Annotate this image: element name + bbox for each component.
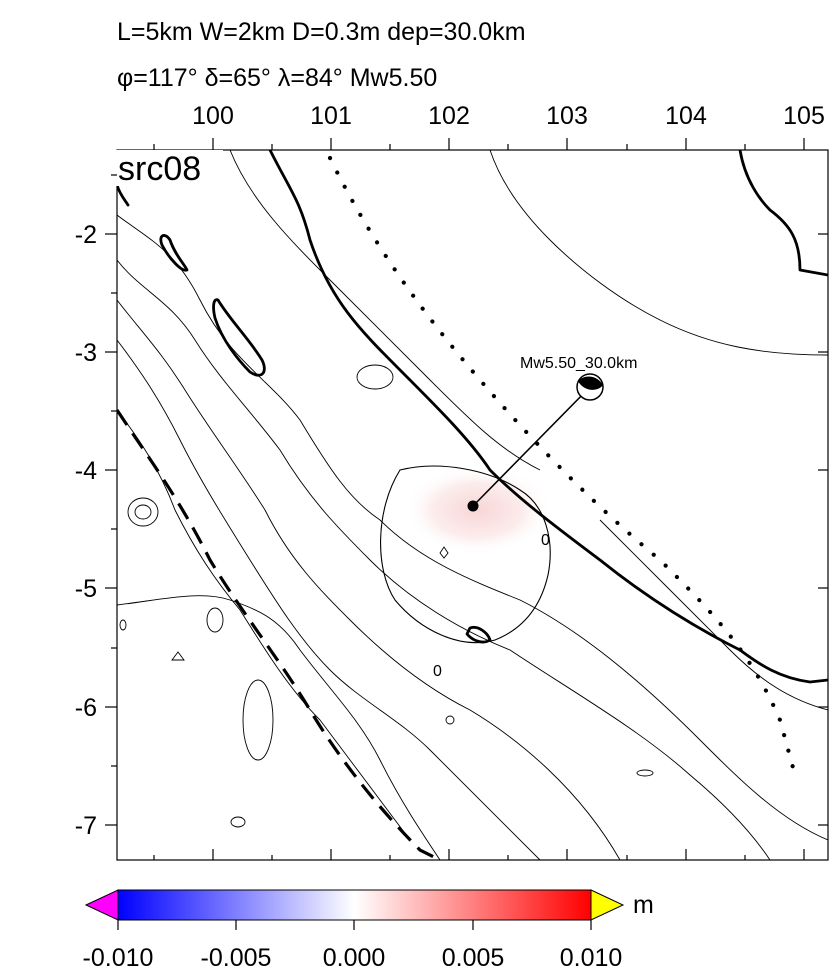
top-axis	[153, 138, 805, 860]
x-tick-label: 102	[428, 102, 470, 130]
colorbar-tick-label: 0.000	[323, 944, 386, 972]
top-axis-labels: 100 101 102 103 104 105	[192, 102, 825, 130]
map-panel: 0 0 Mw5.50_30.0km src08	[75, 102, 829, 861]
y-tick-label: -6	[75, 694, 97, 722]
y-tick-label: -7	[75, 812, 97, 840]
y-tick-label: -4	[75, 457, 97, 485]
x-tick-label: 100	[192, 102, 234, 130]
y-tick-label: -3	[75, 339, 97, 367]
dotted-line	[327, 155, 798, 778]
x-tick-label: 103	[546, 102, 588, 130]
y-tick-label: -5	[75, 575, 97, 603]
zero-contour	[380, 465, 551, 644]
title-source-dimensions: L=5km W=2km D=0.3m dep=30.0km	[117, 18, 526, 46]
colorbar: m -0.010 -0.005 0.000 0.005 0.010	[83, 889, 654, 972]
contour-layer: 0 0 Mw5.50_30.0km	[117, 150, 828, 860]
x-tick-label: 104	[665, 102, 707, 130]
colorbar-under-triangle	[84, 889, 119, 921]
source-label: Mw5.50_30.0km	[520, 355, 637, 372]
trench-line	[117, 409, 441, 860]
zero-label-2: 0	[433, 663, 442, 680]
left-axis-labels: -2 -3 -4 -5 -6 -7	[75, 221, 97, 840]
colorbar-tick-label: -0.010	[83, 944, 154, 972]
title-focal-mechanism: φ=117° δ=65° λ=84° Mw5.50	[117, 64, 438, 92]
left-axis	[105, 174, 828, 826]
x-tick-label: 105	[783, 102, 825, 130]
panel-label: src08	[118, 150, 201, 188]
colorbar-unit: m	[633, 891, 654, 919]
slip-patch	[403, 465, 553, 555]
colorbar-over-triangle	[590, 889, 625, 921]
colorbar-tick-label: 0.010	[560, 944, 623, 972]
epicenter-marker	[467, 500, 479, 512]
y-tick-label: -2	[75, 221, 97, 249]
zero-label-1: 0	[541, 532, 550, 549]
source-connector	[472, 386, 591, 507]
x-tick-label: 101	[310, 102, 352, 130]
colorbar-tick-label: -0.005	[201, 944, 272, 972]
beachball-icon	[576, 373, 604, 401]
colorbar-tick-label: 0.005	[442, 944, 505, 972]
colorbar-gradient	[117, 889, 592, 921]
